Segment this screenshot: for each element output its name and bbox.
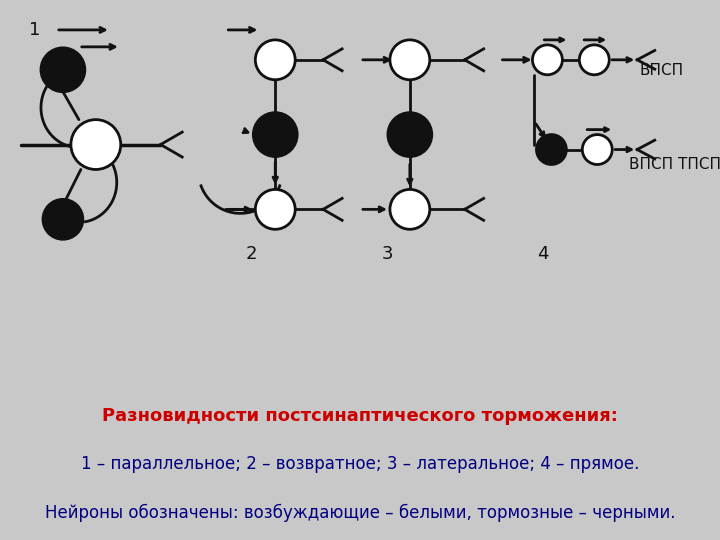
Circle shape — [582, 134, 612, 165]
Circle shape — [390, 190, 430, 230]
Circle shape — [43, 199, 83, 239]
Text: 1: 1 — [29, 21, 40, 39]
Circle shape — [253, 113, 297, 157]
Circle shape — [388, 113, 432, 157]
Circle shape — [256, 40, 295, 80]
Text: 4: 4 — [537, 245, 549, 263]
Circle shape — [71, 120, 121, 170]
Circle shape — [580, 45, 609, 75]
Circle shape — [390, 40, 430, 80]
Circle shape — [256, 190, 295, 230]
Text: 3: 3 — [382, 245, 393, 263]
Text: ВПСП: ВПСП — [639, 63, 683, 78]
Text: Разновидности постсинаптического торможения:: Разновидности постсинаптического торможе… — [102, 407, 618, 425]
Text: Нейроны обозначены: возбуждающие – белыми, тормозные – черными.: Нейроны обозначены: возбуждающие – белым… — [45, 504, 675, 522]
Text: 1 – параллельное; 2 – возвратное; 3 – латеральное; 4 – прямое.: 1 – параллельное; 2 – возвратное; 3 – ла… — [81, 455, 639, 474]
Circle shape — [533, 45, 562, 75]
Text: 2: 2 — [246, 245, 257, 263]
Circle shape — [536, 134, 567, 165]
Circle shape — [41, 48, 85, 92]
Text: ВПСП ТПСП: ВПСП ТПСП — [629, 158, 720, 172]
